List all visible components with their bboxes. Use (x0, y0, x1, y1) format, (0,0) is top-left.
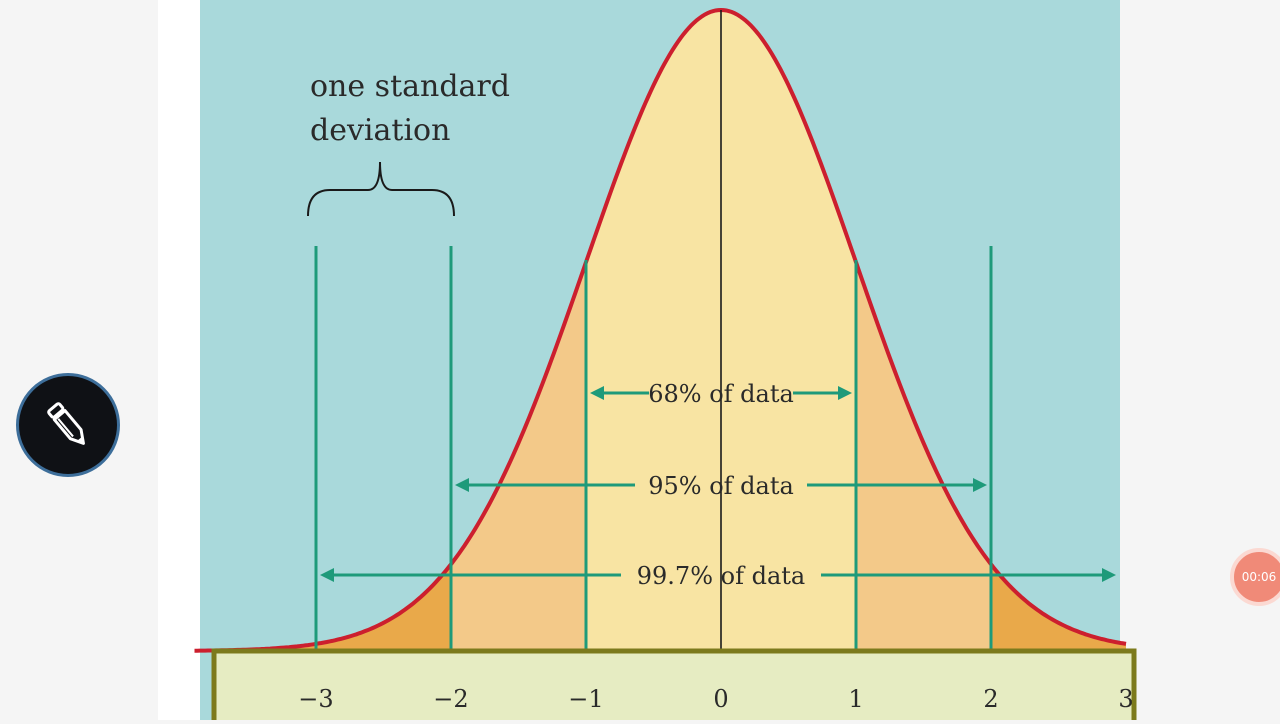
tail-region-right (991, 564, 1126, 651)
page-left-margin (0, 0, 158, 720)
range-arrow-1: 68% of data (590, 380, 852, 408)
range-arrow-3: 99.7% of data (320, 562, 1116, 590)
pencil-icon (47, 402, 85, 445)
x-tick-label: 2 (983, 685, 998, 713)
sd-brace (307, 161, 455, 217)
x-tick-label: −3 (298, 685, 333, 713)
x-tick-label: −2 (433, 685, 468, 713)
bell-curve (194, 7, 1127, 653)
x-tick-label: −1 (568, 685, 603, 713)
recording-timer-label: 00:06 (1241, 570, 1277, 584)
annotation-line-2: deviation (310, 113, 450, 148)
x-tick-label: 0 (713, 685, 728, 713)
annotation: one standard deviation (307, 69, 510, 217)
edit-button[interactable] (16, 373, 120, 477)
range-arrow-2: 95% of data (455, 472, 987, 500)
tail-region-left (194, 564, 451, 651)
x-tick-label: 1 (848, 685, 863, 713)
x-tick-label: 3 (1118, 685, 1133, 713)
page-white-strip (158, 0, 200, 720)
annotation-line-1: one standard (310, 69, 510, 104)
range-label-1: 68% of data (648, 380, 794, 408)
range-label-2: 95% of data (648, 472, 794, 500)
range-label-3: 99.7% of data (637, 562, 805, 590)
recording-timer-badge: 00:06 (1230, 548, 1280, 606)
x-axis-band (211, 648, 1137, 724)
